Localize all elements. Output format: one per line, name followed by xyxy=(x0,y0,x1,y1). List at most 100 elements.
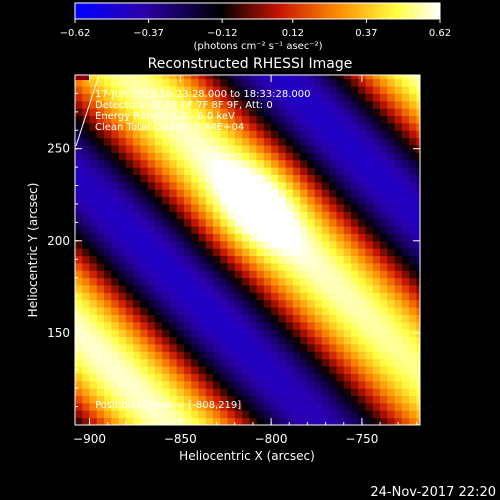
heatmap-cell xyxy=(162,196,170,205)
heatmap-cell xyxy=(191,270,199,279)
heatmap-cell xyxy=(191,115,199,124)
heatmap-cell xyxy=(314,181,323,190)
heatmap-cell xyxy=(292,402,301,411)
heatmap-cell xyxy=(176,218,185,227)
heatmap-cell xyxy=(401,388,410,397)
heatmap-cell xyxy=(75,395,83,404)
heatmap-cell xyxy=(213,373,221,382)
heatmap-cell xyxy=(169,314,178,323)
heatmap-cell xyxy=(365,159,374,168)
heatmap-cell xyxy=(321,233,330,242)
heatmap-cell xyxy=(336,100,345,109)
heatmap-cell xyxy=(75,115,83,124)
heatmap-cell xyxy=(300,86,308,94)
heatmap-cell xyxy=(82,108,91,117)
heatmap-cell xyxy=(82,395,91,404)
heatmap-cell xyxy=(169,417,178,425)
heatmap-cell xyxy=(401,343,410,352)
heatmap-cell xyxy=(140,366,149,374)
heatmap-cell xyxy=(409,314,417,323)
heatmap-cell xyxy=(198,277,207,286)
heatmap-cell xyxy=(111,189,120,198)
heatmap-cell xyxy=(278,181,287,190)
heatmap-cell xyxy=(75,122,83,131)
heatmap-cell xyxy=(205,196,214,205)
heatmap-cell xyxy=(387,189,396,198)
heatmap-cell xyxy=(401,351,410,360)
y-tick-label: 250 xyxy=(47,142,70,156)
heatmap-cell xyxy=(372,351,381,360)
heatmap-cell xyxy=(198,366,207,374)
heatmap-cell xyxy=(125,174,134,183)
heatmap-cell xyxy=(205,159,214,168)
heatmap-cell xyxy=(307,262,316,271)
heatmap-cell xyxy=(300,373,308,382)
heatmap-cell xyxy=(343,115,352,124)
heatmap-cell xyxy=(198,137,207,146)
heatmap-cell xyxy=(292,292,301,301)
heatmap-cell xyxy=(336,380,345,389)
heatmap-cell xyxy=(205,100,214,109)
heatmap-cell xyxy=(169,130,178,139)
heatmap-cell xyxy=(372,145,381,153)
heatmap-cell xyxy=(162,137,170,146)
heatmap-cell xyxy=(336,130,345,139)
heatmap-cell xyxy=(205,307,214,315)
heatmap-cell xyxy=(176,100,185,109)
heatmap-cell xyxy=(111,402,120,411)
heatmap-cell xyxy=(183,380,192,389)
heatmap-cell xyxy=(220,122,229,131)
heatmap-cell xyxy=(300,108,308,117)
heatmap-cell xyxy=(205,410,214,419)
heatmap-cell xyxy=(380,307,388,315)
heatmap-cell xyxy=(183,351,192,360)
heatmap-cell xyxy=(263,343,272,352)
heatmap-cell xyxy=(147,78,156,87)
heatmap-cell xyxy=(372,174,381,183)
heatmap-cell xyxy=(271,410,279,419)
heatmap-cell xyxy=(365,373,374,382)
heatmap-cell xyxy=(154,402,163,411)
heatmap-cell xyxy=(89,314,98,323)
heatmap-cell xyxy=(278,395,287,404)
heatmap-cell xyxy=(183,159,192,168)
heatmap-cell xyxy=(249,299,258,308)
heatmap-cell xyxy=(409,93,417,102)
heatmap-cell xyxy=(365,402,374,411)
heatmap-cell xyxy=(300,336,308,345)
heatmap-cell xyxy=(234,218,243,227)
heatmap-cell xyxy=(133,351,141,360)
heatmap-cell xyxy=(227,152,236,161)
heatmap-cell xyxy=(380,380,388,389)
heatmap-cell xyxy=(336,115,345,124)
heatmap-cell xyxy=(307,329,316,338)
heatmap-cell xyxy=(314,122,323,131)
heatmap-cell xyxy=(111,75,120,80)
heatmap-cell xyxy=(154,417,163,425)
heatmap-cell xyxy=(234,130,243,139)
heatmap-cell xyxy=(394,373,403,382)
heatmap-cell xyxy=(372,299,381,308)
heatmap-cell xyxy=(111,351,120,360)
heatmap-cell xyxy=(118,189,127,198)
heatmap-cell xyxy=(213,270,221,279)
heatmap-cell xyxy=(372,395,381,404)
heatmap-cell xyxy=(213,292,221,301)
heatmap-cell xyxy=(162,226,170,234)
heatmap-cell xyxy=(329,226,337,234)
heatmap-cell xyxy=(401,174,410,183)
heatmap-cell xyxy=(133,189,141,198)
heatmap-cell xyxy=(307,307,316,315)
heatmap-cell xyxy=(183,130,192,139)
heatmap-cell xyxy=(387,351,396,360)
heatmap-cell xyxy=(409,203,417,212)
heatmap-cell xyxy=(416,189,420,198)
heatmap-cell xyxy=(118,203,127,212)
heatmap-cell xyxy=(75,100,83,109)
heatmap-cell xyxy=(118,181,127,190)
colorbar-tick-label: 0.37 xyxy=(355,28,377,39)
heatmap-cell xyxy=(394,366,403,374)
heatmap-cell xyxy=(365,255,374,264)
heatmap-cell xyxy=(256,159,265,168)
heatmap-cell xyxy=(198,86,207,94)
